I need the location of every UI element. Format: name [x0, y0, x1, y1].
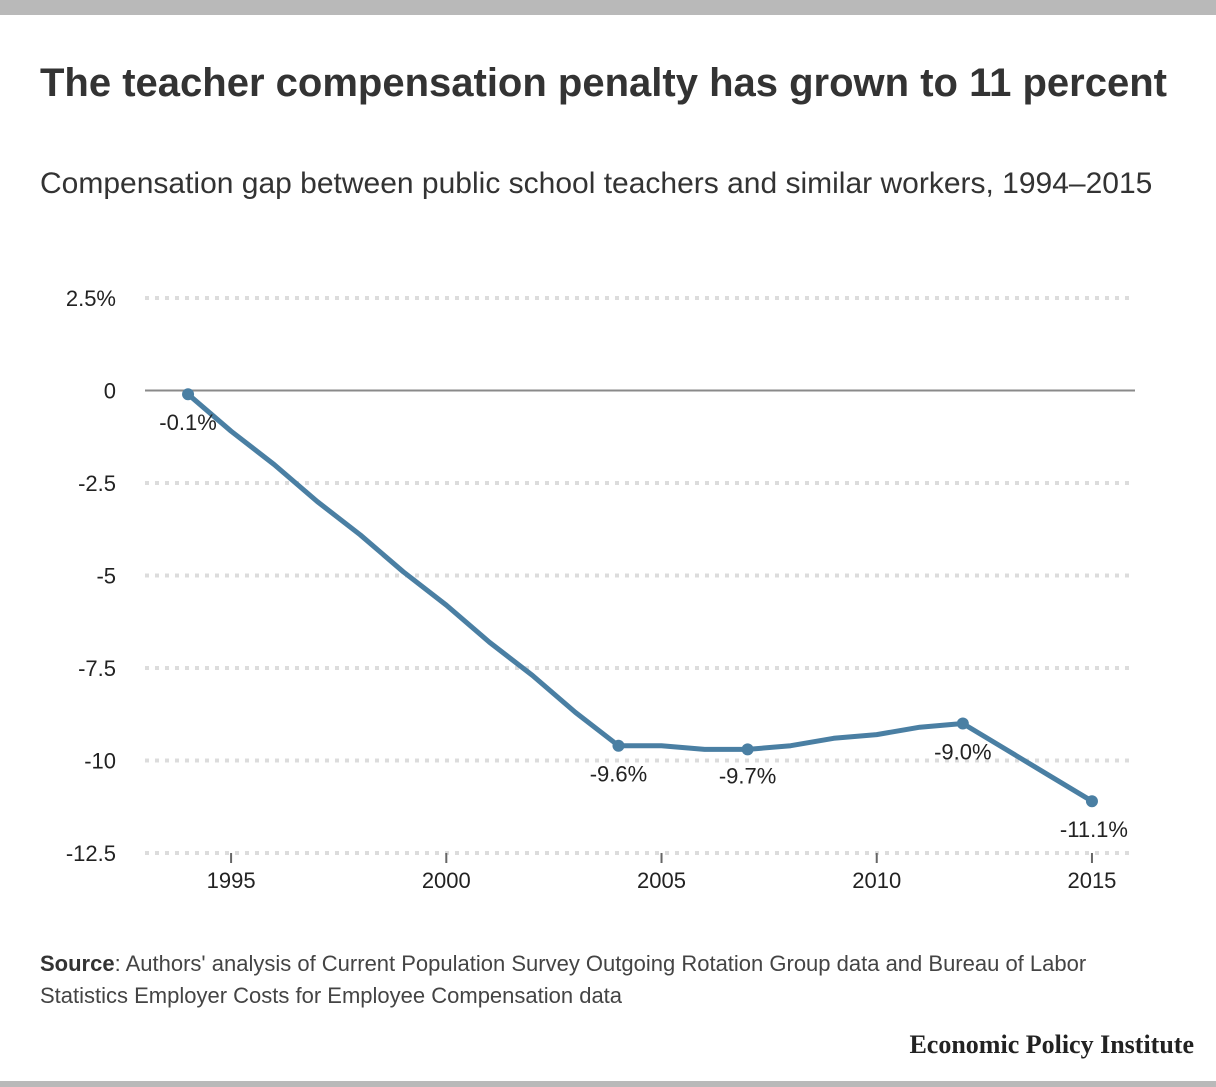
x-tick-label: 2000 [422, 868, 471, 893]
y-tick-label: 0 [104, 379, 116, 404]
axis-labels: 2.5% 0 -2.5 -5 -7.5 -10 -12.5 1995 2000 2005 2010 2… [66, 286, 1117, 893]
data-point-2007 [741, 743, 754, 756]
data-label-2015: -11.1% [1060, 817, 1128, 842]
series-line-0 [185, 391, 1095, 804]
data-point-2004 [612, 739, 625, 752]
x-tick-label: 2005 [637, 868, 686, 893]
top-border [0, 0, 1216, 15]
data-label-2012: -9.0% [934, 740, 991, 765]
chart-title: The teacher compensation penalty has gro… [40, 61, 1167, 105]
data-point-2015 [1085, 795, 1098, 808]
y-tick-label: -10 [84, 749, 116, 774]
y-tick-label: -12.5 [66, 841, 116, 866]
series [182, 388, 1098, 808]
data-labels: -0.1% -9.6% -9.7% -9.0% -11.1% [159, 410, 1128, 842]
line-chart: 2.5% 0 -2.5 -5 -7.5 -10 -12.5 1995 2000 2005 2010 2… [66, 286, 1135, 893]
data-point-1994 [182, 388, 195, 401]
brand-logo: Economic Policy Institute [909, 1030, 1194, 1059]
data-label-2004: -9.6% [590, 762, 647, 787]
x-tick-label: 2015 [1067, 868, 1116, 893]
y-tick-label: -2.5 [78, 471, 116, 496]
y-tick-label: -5 [96, 564, 116, 589]
source-label: Source [40, 951, 115, 976]
data-label-2007: -9.7% [719, 763, 776, 788]
y-tick-label: 2.5% [66, 286, 116, 311]
x-tick-label: 2010 [852, 868, 901, 893]
chart-subtitle: Compensation gap between public school t… [40, 167, 1153, 200]
y-tick-label: -7.5 [78, 656, 116, 681]
data-point-2012 [956, 717, 969, 730]
bottom-border [0, 1081, 1216, 1087]
x-tick-label: 1995 [207, 868, 256, 893]
data-label-1994: -0.1% [159, 410, 216, 435]
source-note: Source: Authors' analysis of Current Pop… [40, 948, 1180, 1012]
source-text: : Authors' analysis of Current Populatio… [40, 951, 1087, 1008]
grid-lines [145, 296, 1135, 855]
